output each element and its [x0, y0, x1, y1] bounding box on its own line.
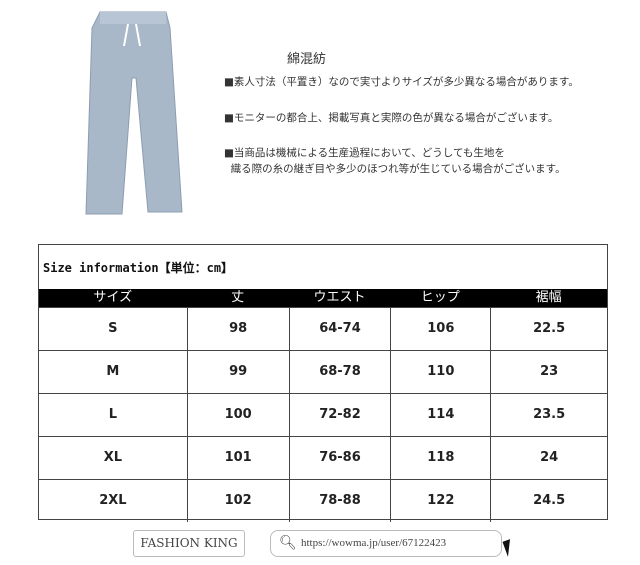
table-cell: L [108, 407, 118, 422]
table-cell: XL [103, 450, 123, 465]
table-cell: 118 [390, 437, 490, 479]
table-cell: 100 [186, 394, 289, 436]
note-measurement: ■素人寸法（平置き）なので実寸よりサイズが多少異なる場合があります。 [224, 76, 579, 88]
table-cell: 24.5 [490, 480, 607, 522]
size-table-header: サイズ 丈 ウエスト ヒップ 裾幅 [39, 289, 607, 307]
table-cell: 24 [490, 437, 607, 479]
table-cell: 72-82 [288, 394, 391, 436]
header-length: 丈 [231, 290, 245, 305]
header-hip: ヒップ [420, 290, 460, 305]
url-text: https://wowma.jp/user/67122423 [301, 537, 447, 549]
url-watermark: 🔍︎ https://wowma.jp/user/67122423 [270, 530, 502, 557]
table-cell: 102 [186, 480, 289, 522]
fabric-label: 綿混紡 [287, 52, 327, 67]
table-row: M 99 68-78 110 23 [39, 350, 607, 393]
table-cell: 110 [390, 351, 490, 393]
table-cell: 64-74 [288, 308, 391, 350]
table-cell: 99 [186, 351, 289, 393]
size-table-title: Size information【単位：cm】 [43, 261, 234, 275]
table-cell: 78-88 [288, 480, 391, 522]
table-cell: S [108, 321, 118, 336]
table-cell: 106 [390, 308, 490, 350]
cursor-icon [502, 539, 516, 557]
table-row: XL 101 76-86 118 24 [39, 436, 607, 479]
table-cell: 76-86 [288, 437, 391, 479]
header-waist: ウエスト [313, 290, 366, 305]
note-fabric-flaws: ■当商品は機械による生産過程において、どうしても生地を 織る際の糸の継ぎ目や多少… [224, 147, 566, 175]
size-table: Size information【単位：cm】 サイズ 丈 ウエスト ヒップ 裾… [38, 244, 608, 522]
jeans-product-image [85, 11, 183, 215]
table-row: S 98 64-74 106 22.5 [39, 307, 607, 350]
table-cell: 23.5 [490, 394, 607, 436]
table-cell: 114 [390, 394, 490, 436]
table-cell: 68-78 [288, 351, 391, 393]
table-row: L 100 72-82 114 23.5 [39, 393, 607, 436]
note-color: ■モニターの都合上、掲載写真と実際の色が異なる場合がございます。 [224, 112, 559, 124]
table-cell: 98 [186, 308, 289, 350]
table-cell: 22.5 [490, 308, 607, 350]
table-cell: 122 [390, 480, 490, 522]
header-hem-width: 裾幅 [535, 290, 562, 305]
table-cell: 23 [490, 351, 607, 393]
table-cell: M [106, 364, 120, 379]
search-icon: 🔍︎ [279, 536, 297, 551]
table-cell: 2XL [99, 493, 127, 508]
brand-watermark: FASHION KING [133, 530, 245, 557]
table-cell: 101 [186, 437, 289, 479]
table-row: 2XL 102 78-88 122 24.5 [39, 479, 607, 522]
header-size: サイズ [93, 290, 133, 305]
